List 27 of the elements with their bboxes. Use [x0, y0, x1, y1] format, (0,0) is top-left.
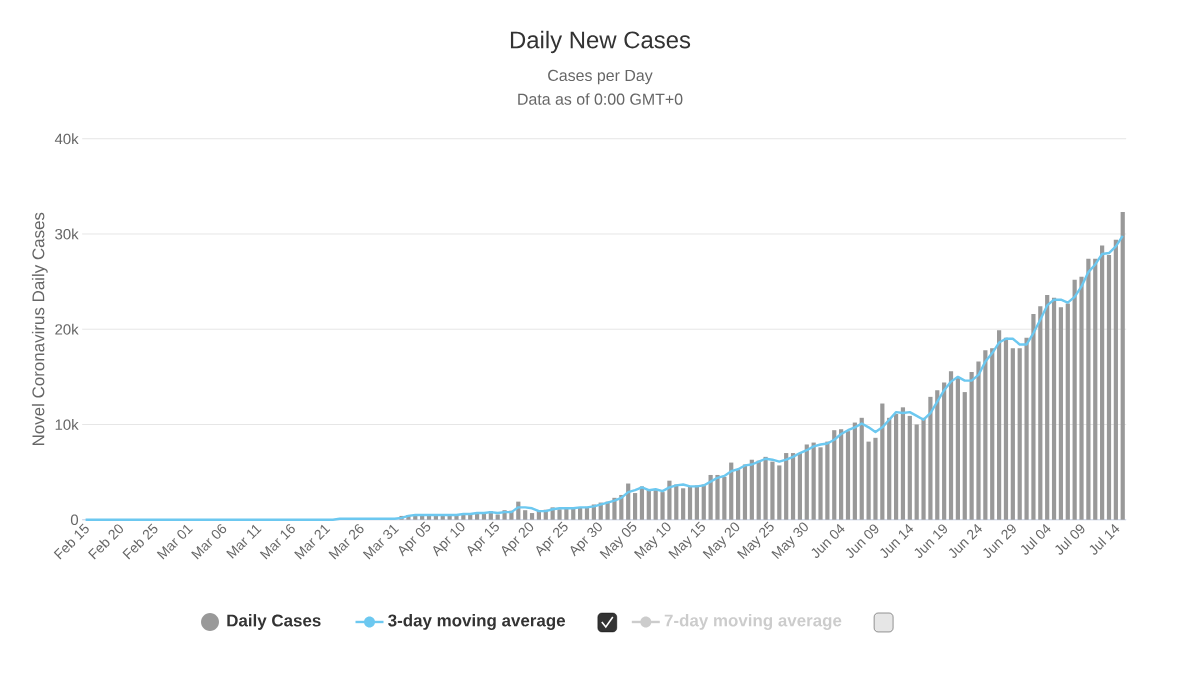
x-tick-label: Apr 20 [501, 522, 534, 557]
y-tick-label: 40k [54, 133, 79, 145]
x-tick-label: Jun 24 [948, 523, 983, 558]
x-tick-label: Jun 14 [880, 523, 914, 558]
chart-subtitle: Cases per Day [548, 69, 653, 85]
y-tick-label: 10k [55, 418, 79, 430]
x-tick-label: Jul 04 [1020, 523, 1051, 555]
y-tick-label: 0 [70, 514, 79, 526]
text: Data as of 0:00 GMT+0 [518, 93, 683, 105]
x-tick-label: Apr 25 [536, 521, 568, 557]
y-tick-label: 30k [55, 228, 79, 240]
chart-title: Daily New Cases [510, 30, 691, 54]
x-tick-label: Jun 29 [983, 524, 1016, 558]
x-tick-label: Apr 10 [433, 522, 465, 557]
legend-label: 3-day moving average [388, 614, 566, 630]
y-axis-title: Novel Coronavirus Daily Cases [31, 212, 48, 446]
x-tick-label: Jun 09 [845, 524, 879, 558]
x-tick-label: Feb 25 [122, 523, 158, 560]
x-tick-label: Jul 09 [1055, 524, 1085, 555]
x-tick-label: Jul 14 [1089, 523, 1120, 555]
x-tick-label: Jun 04 [811, 523, 845, 558]
y-tick-label: 20k [55, 323, 79, 335]
x-tick-label: Feb 20 [88, 524, 123, 560]
x-tick-label: Jun 19 [914, 524, 948, 558]
x-tick-label: Apr 15 [467, 521, 499, 557]
x-tick-label: Apr 05 [398, 521, 431, 557]
legend-label: Daily Cases [227, 614, 321, 630]
